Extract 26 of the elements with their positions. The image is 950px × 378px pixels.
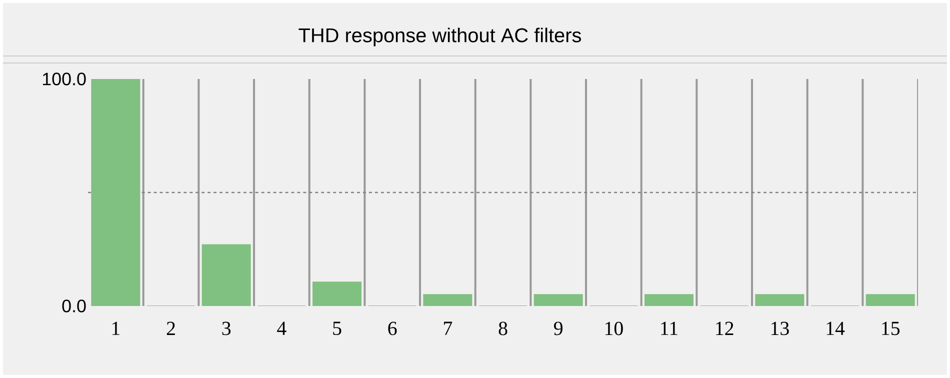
bar xyxy=(866,294,915,306)
x-tick-label: 1 xyxy=(112,322,120,335)
x-tick-label: 3 xyxy=(222,322,231,336)
x-tick-label: 15 xyxy=(882,322,900,336)
x-tick-label: 9 xyxy=(554,322,563,336)
x-tick-label: 14 xyxy=(826,322,845,335)
x-tick-label: 2 xyxy=(166,322,175,335)
x-tick-label: 13 xyxy=(771,322,789,336)
bar xyxy=(644,294,694,306)
bar xyxy=(423,294,472,306)
bar xyxy=(755,294,804,306)
x-tick-label: 12 xyxy=(716,322,734,335)
bar xyxy=(312,282,362,306)
x-tick-label: 7 xyxy=(444,322,452,335)
y-tick-label: 0.0 xyxy=(62,300,86,312)
bar xyxy=(91,78,140,306)
x-tick-label: 10 xyxy=(605,322,623,336)
bar xyxy=(202,244,251,306)
chart-title: THD response without AC filters xyxy=(298,28,581,46)
x-tick-label: 11 xyxy=(661,322,678,335)
bar xyxy=(534,294,583,306)
x-tick-label: 8 xyxy=(498,322,508,336)
y-tick-label: 100.0 xyxy=(42,72,86,86)
x-tick-label: 6 xyxy=(388,322,397,336)
x-tick-label: 5 xyxy=(333,322,342,336)
x-tick-label: 4 xyxy=(277,322,286,335)
